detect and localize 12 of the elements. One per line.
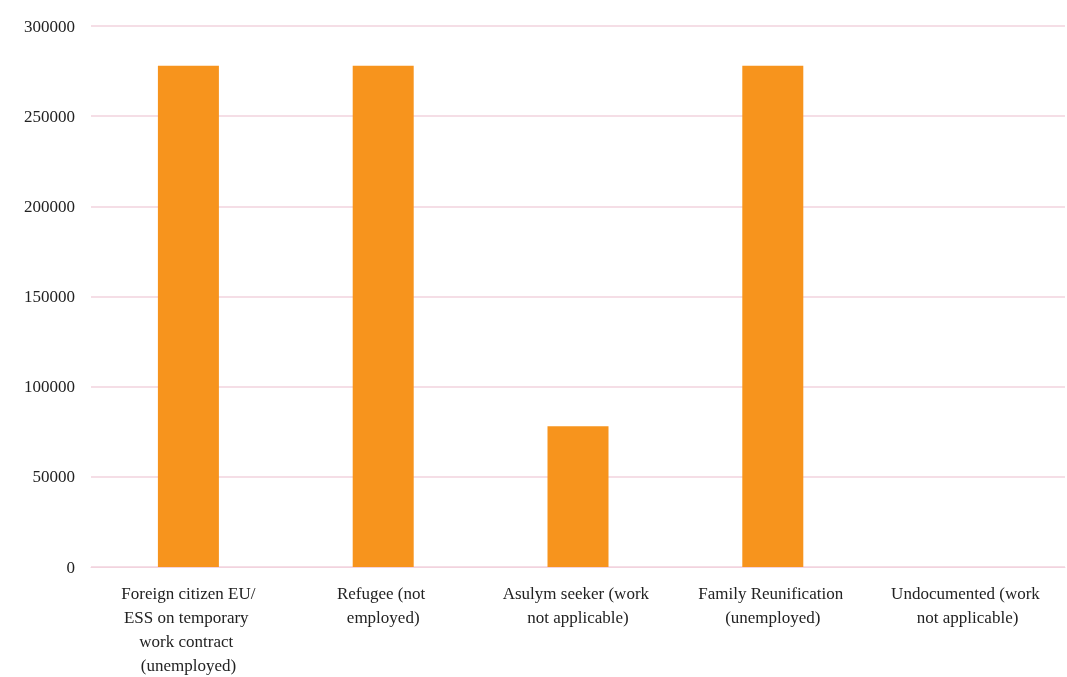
y-tick-label: 100000 — [24, 377, 75, 397]
y-tick-label: 50000 — [32, 467, 75, 487]
x-tick-label: Asulym seeker (work not applicable) — [502, 583, 654, 627]
y-tick-label: 150000 — [24, 287, 75, 306]
y-tick-label: 250000 — [24, 106, 75, 126]
y-tick-label: 200000 — [24, 196, 75, 216]
x-tick-label: Undocumented (work not applicable) — [891, 583, 1045, 627]
y-tick-label: 300000 — [24, 16, 75, 36]
x-tick-label: Refugee (not employed) — [336, 583, 430, 627]
x-tick-label: Foreign citizen EU/ESS on temporary work contract (unemployed) — [121, 583, 256, 675]
y-tick-label: 0 — [66, 557, 75, 577]
x-tick-label: Family Reunification (unemployed) — [698, 583, 848, 627]
